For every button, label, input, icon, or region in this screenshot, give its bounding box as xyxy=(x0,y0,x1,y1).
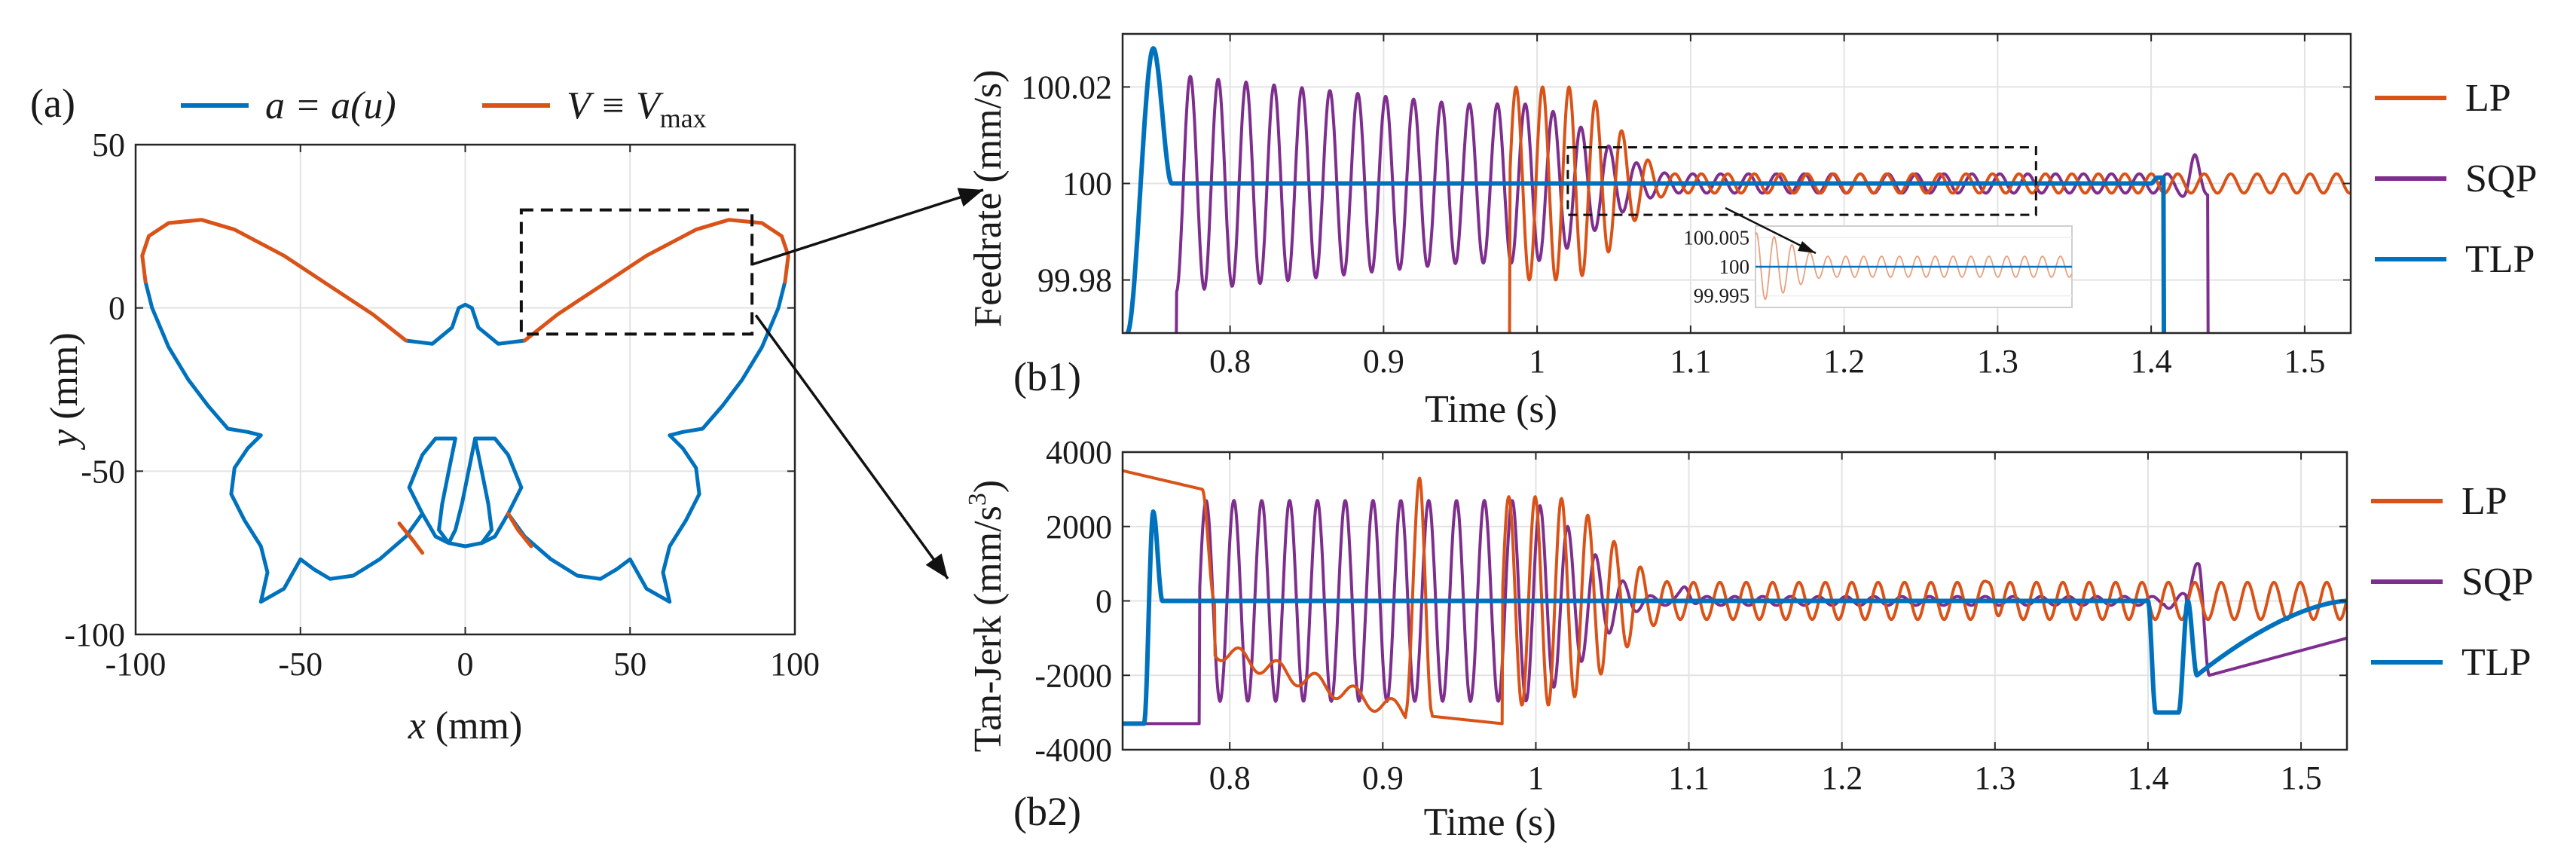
x-tick-label: 0.9 xyxy=(1363,343,1404,380)
x-tick-label: -50 xyxy=(278,646,322,683)
y-tick-label: 99.98 xyxy=(1037,262,1112,299)
x-tick-label: 0.8 xyxy=(1209,760,1251,796)
legend-label-sqp: SQP xyxy=(2465,157,2537,200)
y-tick-label: -2000 xyxy=(1034,657,1112,694)
y-tick-label: 50 xyxy=(92,127,125,164)
x-tick-label: 100 xyxy=(770,646,820,683)
zoom-arrows xyxy=(751,188,984,580)
panel-b1: 0.8 0.9 1 1.1 1.2 1.3 1.4 1.5 100.02 100 99.98 LP SQ… xyxy=(967,32,2537,431)
curve-segment-accel xyxy=(407,436,494,549)
legend-label-lp: LP xyxy=(2465,77,2511,120)
x-axis-label: Time (s) xyxy=(1425,388,1557,431)
inset-tick-label: 100.005 xyxy=(1683,226,1749,249)
zoom-arrow-b1-head xyxy=(957,188,983,207)
legend-label-sqp: SQP xyxy=(2461,561,2533,604)
panel-b2: 0.8 0.9 1 1.1 1.2 1.3 1.4 1.5 4000 2000 0 -2000 -400… xyxy=(964,434,2533,844)
curve-segment-accel xyxy=(143,280,425,604)
zoom-arrow-b1 xyxy=(751,188,984,266)
y-tick-label: 4000 xyxy=(1046,434,1112,471)
series-group xyxy=(1125,46,2351,333)
zoom-box xyxy=(1566,145,2037,216)
x-tick-label: 1 xyxy=(1527,760,1544,796)
x-tick-label: 1.3 xyxy=(1974,760,2015,796)
x-tick-label: 1.1 xyxy=(1668,760,1710,796)
curve-segment-vmax xyxy=(397,521,425,555)
y-tick-label: -50 xyxy=(81,453,125,490)
series-line-lp xyxy=(1123,469,2347,726)
inset-series-lp xyxy=(1755,232,2073,301)
series-line-tlp xyxy=(1123,509,2347,726)
zoom-arrow-b2-head xyxy=(925,553,948,579)
x-tick-label: 1.2 xyxy=(1821,760,1862,796)
x-tick-label: 1.5 xyxy=(2284,343,2325,380)
y-axis-label: y (mm) xyxy=(43,332,86,451)
x-axis-label: x (mm) xyxy=(408,705,523,747)
curve-segment-vmax xyxy=(506,512,533,549)
inset-pointer-arrowhead xyxy=(1798,241,1816,253)
x-tick-label: 0 xyxy=(457,646,474,683)
x-tick-label: 1.5 xyxy=(2281,760,2322,796)
y-tick-label: -100 xyxy=(64,616,125,653)
panel-label-b1: (b1) xyxy=(1013,354,1081,399)
series-line-lp xyxy=(1508,85,2351,333)
panel-label-b2: (b2) xyxy=(1013,789,1081,834)
y-tick-label: 0 xyxy=(1095,583,1112,620)
inset-tick-label: 99.995 xyxy=(1694,285,1749,307)
legend-label-accel: a = a(u) xyxy=(265,84,396,127)
series-group xyxy=(1123,469,2347,726)
legend-label-tlp: TLP xyxy=(2465,238,2535,281)
x-tick-label: 1.1 xyxy=(1670,343,1711,380)
curve-segment-accel xyxy=(506,280,787,604)
y-tick-label: 0 xyxy=(108,290,125,327)
x-tick-label: 1.4 xyxy=(2131,343,2172,380)
zoom-box xyxy=(519,208,754,336)
curve-segment-vmax xyxy=(522,218,790,343)
x-tick-label: 1.2 xyxy=(1823,343,1865,380)
x-tick-label: -100 xyxy=(105,646,167,683)
curve-segment-vmax xyxy=(140,218,408,343)
panel-label-a: (a) xyxy=(30,81,75,126)
legend-label-lp: LP xyxy=(2461,480,2507,523)
panel-a: -100 -50 0 50 100 50 0 -50 -100 x (mm) y (mm) (a) a … xyxy=(30,81,820,747)
legend-label-tlp: TLP xyxy=(2461,641,2531,684)
curve-segment-accel xyxy=(473,436,524,546)
zoom-arrow-b2 xyxy=(754,314,949,580)
x-axis-label: Time (s) xyxy=(1424,801,1557,844)
x-tick-label: 1.3 xyxy=(1977,343,2018,380)
curve-segment-accel xyxy=(404,302,527,346)
y-tick-label: 100.02 xyxy=(1021,69,1112,105)
legend-label-vmax: V ≡ Vmax xyxy=(567,84,707,133)
x-tick-label: 0.8 xyxy=(1209,343,1251,380)
y-tick-label: 100 xyxy=(1062,166,1112,203)
y-tick-label: -4000 xyxy=(1034,732,1112,769)
y-tick-label: 2000 xyxy=(1046,509,1112,546)
x-tick-label: 1 xyxy=(1529,343,1545,380)
inset-tick-label: 100 xyxy=(1719,255,1750,278)
y-axis-label: Tan-Jerk (mm/s3) xyxy=(964,480,1010,752)
x-tick-label: 0.9 xyxy=(1362,760,1404,796)
x-tick-label: 1.4 xyxy=(2127,760,2168,796)
series-line-tlp xyxy=(1125,46,2167,333)
y-axis-label: Feedrate (mm/s) xyxy=(967,69,1010,327)
x-tick-label: 50 xyxy=(613,646,646,683)
